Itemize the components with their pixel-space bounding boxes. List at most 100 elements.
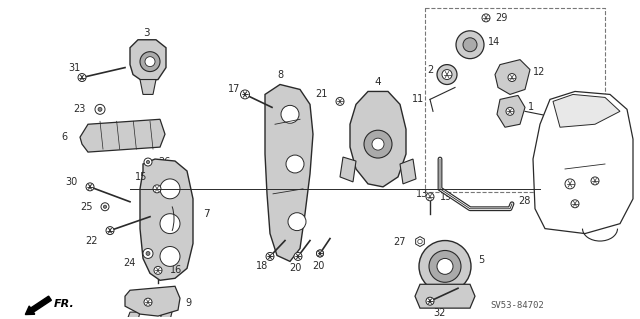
Circle shape bbox=[294, 252, 302, 260]
Text: 24: 24 bbox=[124, 258, 136, 268]
Circle shape bbox=[418, 239, 422, 244]
Circle shape bbox=[281, 105, 299, 123]
Polygon shape bbox=[495, 60, 530, 94]
Circle shape bbox=[591, 177, 599, 185]
Circle shape bbox=[95, 104, 105, 114]
Polygon shape bbox=[350, 92, 406, 187]
Polygon shape bbox=[415, 284, 475, 308]
Text: 13: 13 bbox=[416, 189, 428, 199]
Text: 6: 6 bbox=[62, 132, 68, 142]
Text: 30: 30 bbox=[66, 177, 78, 187]
Circle shape bbox=[106, 227, 113, 234]
Text: 29: 29 bbox=[495, 13, 508, 23]
Circle shape bbox=[144, 298, 152, 306]
Circle shape bbox=[426, 297, 434, 305]
Polygon shape bbox=[553, 94, 620, 127]
Polygon shape bbox=[497, 95, 525, 127]
Circle shape bbox=[429, 250, 461, 282]
Polygon shape bbox=[127, 312, 140, 319]
Circle shape bbox=[571, 200, 579, 208]
Text: 9: 9 bbox=[185, 298, 191, 308]
Text: 8: 8 bbox=[277, 70, 283, 79]
Text: 19: 19 bbox=[440, 192, 452, 202]
Text: 1: 1 bbox=[528, 102, 534, 112]
Text: 4: 4 bbox=[374, 77, 381, 86]
Circle shape bbox=[106, 226, 114, 234]
Circle shape bbox=[442, 70, 452, 79]
Circle shape bbox=[426, 193, 434, 201]
Circle shape bbox=[294, 253, 301, 260]
Text: 28: 28 bbox=[518, 196, 531, 206]
Text: 31: 31 bbox=[68, 63, 80, 73]
Circle shape bbox=[456, 31, 484, 59]
Text: 10: 10 bbox=[558, 112, 570, 122]
Text: 23: 23 bbox=[74, 104, 86, 114]
Circle shape bbox=[419, 241, 471, 292]
Circle shape bbox=[437, 258, 453, 274]
Circle shape bbox=[104, 205, 107, 208]
Text: 17: 17 bbox=[228, 85, 241, 94]
Circle shape bbox=[78, 74, 86, 82]
Circle shape bbox=[317, 250, 323, 257]
Text: 3: 3 bbox=[143, 28, 149, 38]
Text: FR.: FR. bbox=[54, 299, 75, 309]
Circle shape bbox=[266, 253, 273, 260]
Text: 26: 26 bbox=[158, 157, 170, 167]
Circle shape bbox=[101, 203, 109, 211]
Circle shape bbox=[286, 155, 304, 173]
Circle shape bbox=[145, 57, 155, 67]
Polygon shape bbox=[265, 85, 313, 261]
Text: 32: 32 bbox=[433, 308, 445, 318]
Text: 20: 20 bbox=[289, 263, 301, 273]
Circle shape bbox=[154, 266, 162, 274]
Circle shape bbox=[140, 52, 160, 71]
Text: 27: 27 bbox=[394, 236, 406, 247]
Circle shape bbox=[506, 108, 514, 115]
Polygon shape bbox=[140, 159, 193, 280]
Circle shape bbox=[372, 138, 384, 150]
Text: 20: 20 bbox=[312, 261, 324, 271]
Text: 15: 15 bbox=[134, 172, 147, 182]
Polygon shape bbox=[533, 92, 633, 234]
Polygon shape bbox=[80, 119, 165, 152]
Circle shape bbox=[241, 90, 250, 99]
Polygon shape bbox=[140, 79, 156, 94]
Text: 7: 7 bbox=[203, 209, 210, 219]
Text: 22: 22 bbox=[86, 235, 98, 246]
Polygon shape bbox=[340, 157, 356, 182]
Circle shape bbox=[144, 158, 152, 166]
Polygon shape bbox=[400, 159, 416, 184]
Polygon shape bbox=[125, 286, 180, 316]
Text: 12: 12 bbox=[533, 67, 545, 77]
Circle shape bbox=[98, 108, 102, 111]
Text: 25: 25 bbox=[81, 202, 93, 212]
Circle shape bbox=[364, 130, 392, 158]
Circle shape bbox=[336, 97, 344, 105]
Circle shape bbox=[160, 247, 180, 266]
Circle shape bbox=[153, 185, 161, 193]
Circle shape bbox=[86, 183, 93, 190]
FancyArrow shape bbox=[26, 296, 51, 315]
Text: 18: 18 bbox=[256, 261, 268, 271]
Text: 16: 16 bbox=[170, 265, 182, 275]
Circle shape bbox=[241, 91, 248, 98]
Polygon shape bbox=[160, 312, 172, 319]
Circle shape bbox=[79, 74, 86, 81]
Circle shape bbox=[86, 183, 94, 191]
Text: 2: 2 bbox=[428, 64, 434, 75]
Circle shape bbox=[565, 179, 575, 189]
Text: 14: 14 bbox=[488, 37, 500, 47]
Polygon shape bbox=[415, 237, 424, 247]
Circle shape bbox=[146, 251, 150, 256]
Text: SV53-84702: SV53-84702 bbox=[490, 301, 544, 310]
Circle shape bbox=[160, 179, 180, 199]
Polygon shape bbox=[130, 40, 166, 82]
Circle shape bbox=[437, 65, 457, 85]
Circle shape bbox=[266, 252, 274, 260]
Circle shape bbox=[160, 214, 180, 234]
Circle shape bbox=[317, 250, 323, 257]
Circle shape bbox=[147, 160, 150, 164]
Circle shape bbox=[482, 14, 490, 22]
Circle shape bbox=[508, 74, 516, 82]
Circle shape bbox=[143, 249, 153, 258]
